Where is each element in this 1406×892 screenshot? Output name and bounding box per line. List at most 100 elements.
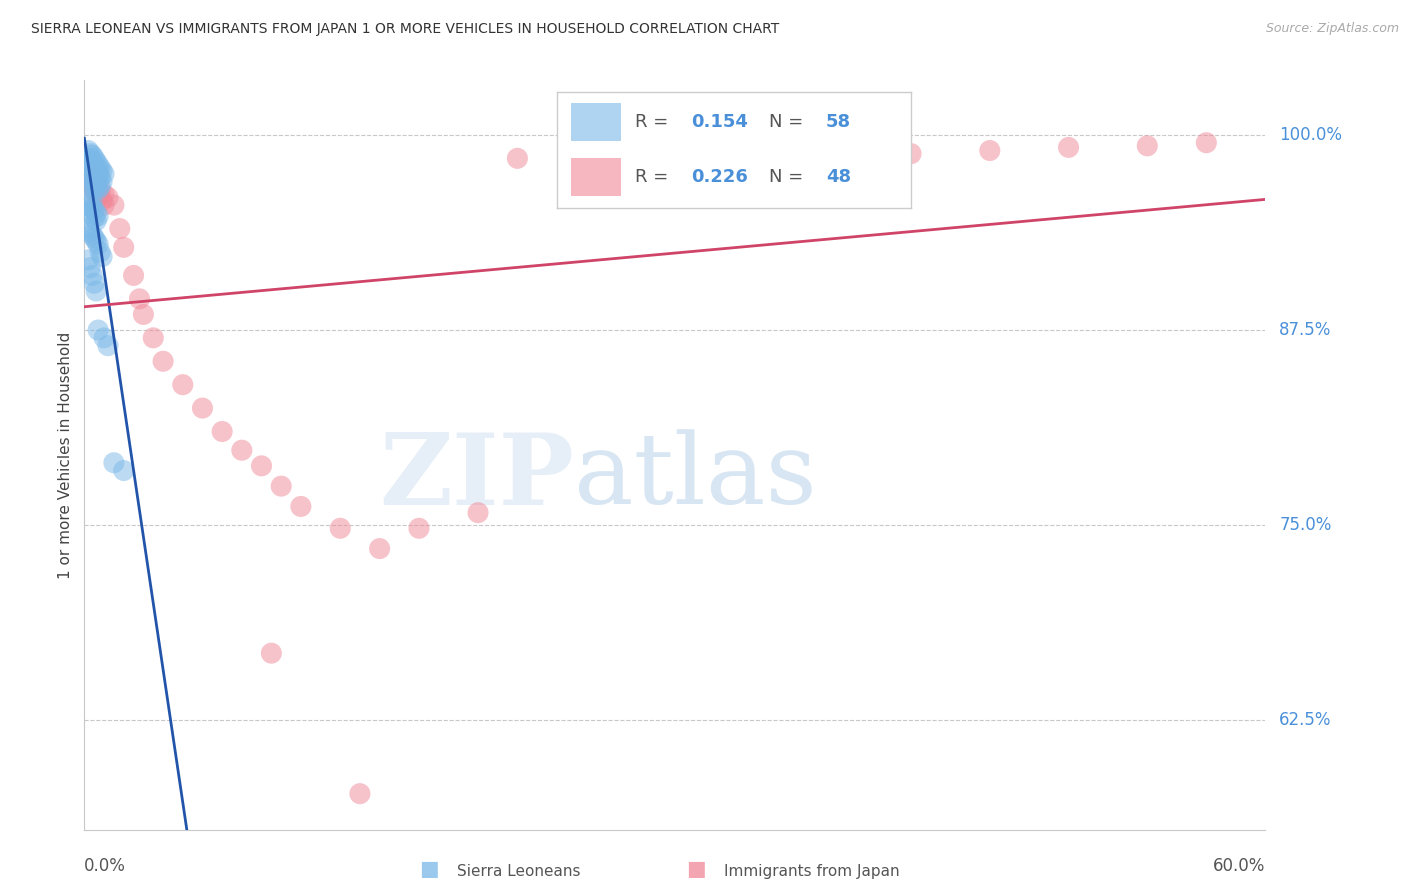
Point (112, 240, 135, 254)
Point (132, 307, 155, 321)
Point (91, 175, 114, 189)
Point (79, 225, 101, 239)
Point (89, 169, 111, 184)
Text: Immigrants from Japan: Immigrants from Japan (724, 863, 900, 879)
Text: 87.5%: 87.5% (1279, 321, 1331, 339)
Point (1195, 136, 1218, 150)
Point (250, 458, 273, 473)
Point (84, 154, 107, 169)
Point (821, 144, 844, 158)
Point (82, 169, 104, 184)
Text: Source: ZipAtlas.com: Source: ZipAtlas.com (1265, 22, 1399, 36)
Text: 60.0%: 60.0% (1213, 857, 1265, 875)
Point (87, 165, 110, 179)
Point (87, 209, 110, 223)
Point (87, 157, 110, 171)
Point (83, 182, 105, 196)
Point (83, 231, 105, 245)
Point (84, 179, 107, 194)
Point (87, 182, 110, 196)
Point (108, 221, 131, 235)
Text: SIERRA LEONEAN VS IMMIGRANTS FROM JAPAN 1 OR MORE VEHICLES IN HOUSEHOLD CORRELAT: SIERRA LEONEAN VS IMMIGRANTS FROM JAPAN … (31, 22, 779, 37)
Point (79, 175, 101, 189)
Point (87, 182, 110, 196)
Point (82, 171, 104, 186)
Point (83, 167, 105, 181)
Point (83, 175, 105, 189)
Point (82, 178, 104, 192)
Point (142, 331, 165, 345)
Text: 75.0%: 75.0% (1279, 516, 1331, 534)
Point (89, 161, 111, 175)
Point (644, 151, 666, 165)
Point (93, 167, 115, 181)
Point (349, 787, 371, 801)
Point (83, 211, 105, 225)
Point (84, 187, 107, 202)
Point (103, 198, 125, 212)
Point (83, 202, 105, 217)
Point (77, 190, 100, 204)
Point (703, 144, 725, 158)
Point (87, 175, 110, 189)
Point (270, 479, 292, 493)
Point (83, 159, 105, 173)
Point (77, 144, 100, 158)
Point (97, 338, 120, 352)
Text: Sierra Leoneans: Sierra Leoneans (457, 863, 581, 879)
Text: atlas: atlas (575, 430, 817, 525)
Point (89, 179, 111, 194)
Point (1057, 140, 1080, 154)
Point (87, 237, 110, 252)
Text: 100.0%: 100.0% (1279, 126, 1343, 144)
Point (87, 190, 110, 204)
Text: 0.0%: 0.0% (84, 857, 127, 875)
Point (82, 156, 104, 170)
Point (84, 206, 107, 220)
Point (82, 194, 104, 208)
Point (79, 162, 101, 177)
Point (82, 178, 104, 192)
Point (97, 190, 120, 204)
Text: 62.5%: 62.5% (1279, 711, 1331, 730)
Point (79, 206, 101, 220)
Point (900, 146, 922, 161)
Point (77, 252, 100, 267)
Point (87, 323, 110, 337)
Point (82, 202, 104, 216)
Point (82, 268, 104, 283)
Point (84, 284, 107, 298)
Point (84, 213, 107, 227)
Point (84, 234, 107, 248)
Point (231, 443, 253, 458)
Point (79, 146, 101, 161)
Point (762, 140, 785, 154)
Point (84, 162, 107, 177)
Point (89, 244, 111, 259)
Point (79, 171, 101, 186)
Point (93, 198, 115, 212)
Point (91, 250, 114, 264)
Point (77, 221, 100, 235)
Point (82, 163, 104, 178)
Point (84, 171, 107, 186)
Point (83, 173, 105, 187)
Point (172, 377, 194, 392)
Point (1136, 138, 1159, 153)
Point (89, 186, 111, 200)
Point (122, 268, 145, 283)
Point (329, 521, 352, 535)
Point (979, 144, 1001, 158)
Point (79, 260, 101, 275)
Point (585, 146, 607, 161)
Point (260, 646, 283, 660)
Text: ■: ■ (419, 859, 439, 879)
Point (211, 425, 233, 439)
Point (408, 521, 430, 535)
Point (79, 198, 101, 212)
Point (467, 506, 489, 520)
Point (152, 354, 174, 368)
Point (84, 178, 107, 192)
Point (91, 194, 114, 208)
Point (83, 276, 105, 290)
